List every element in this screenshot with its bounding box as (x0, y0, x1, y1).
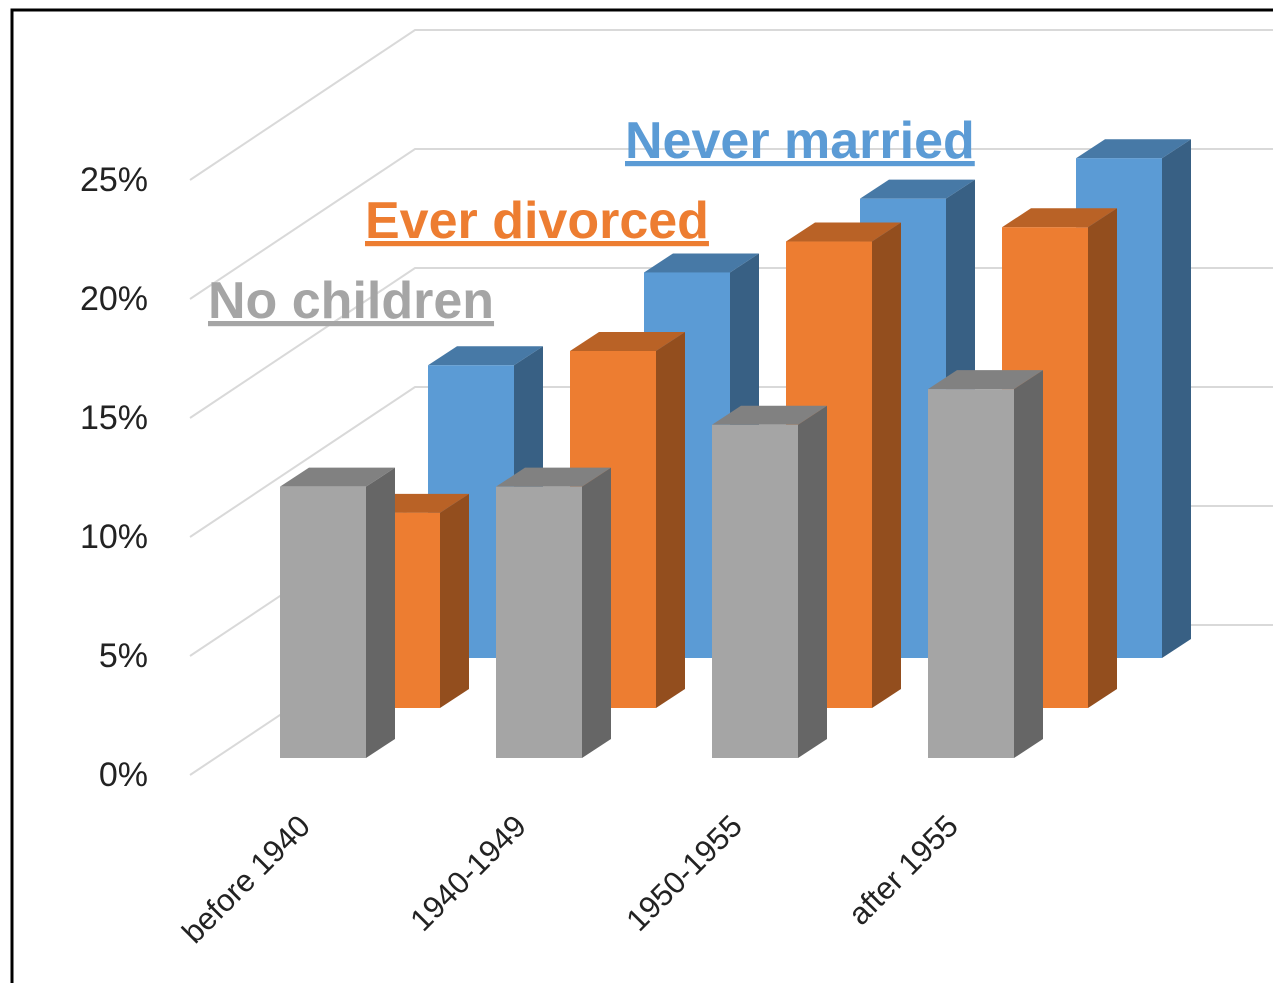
bar-top (860, 179, 975, 199)
legend-label: No children (208, 272, 494, 330)
bar-side (798, 405, 827, 758)
grid-line (189, 29, 1273, 181)
bar (280, 486, 366, 758)
bar-side (1014, 370, 1043, 758)
bar-top (928, 370, 1043, 390)
grid-line (189, 148, 1273, 300)
bar-side (656, 332, 685, 708)
bar-side (1088, 208, 1117, 709)
bar-top (786, 222, 901, 242)
bar-top (496, 467, 611, 487)
y-tick-label: 0% (99, 756, 148, 794)
bar (496, 486, 582, 758)
y-tick-label: 20% (80, 280, 148, 318)
bar-top (570, 332, 685, 351)
y-tick-label: 10% (80, 518, 148, 556)
bar-side (366, 467, 395, 758)
bar-top (280, 467, 395, 487)
bar-side (1162, 139, 1191, 658)
bar (928, 389, 1014, 758)
bar-top (1002, 208, 1117, 228)
bar-top (712, 405, 827, 425)
y-tick-label: 15% (80, 399, 148, 437)
bar-top (1076, 139, 1191, 159)
bar-side (440, 493, 469, 708)
grid-line (189, 267, 1273, 419)
bar-top (644, 253, 759, 273)
bar (712, 424, 798, 758)
legend-label: Ever divorced (365, 192, 709, 250)
y-tick-label: 5% (99, 637, 148, 675)
bar-side (872, 222, 901, 708)
y-tick-label: 25% (80, 161, 148, 199)
bar-side (582, 467, 611, 758)
legend-label: Never married (625, 112, 975, 170)
bar-top (428, 346, 543, 366)
